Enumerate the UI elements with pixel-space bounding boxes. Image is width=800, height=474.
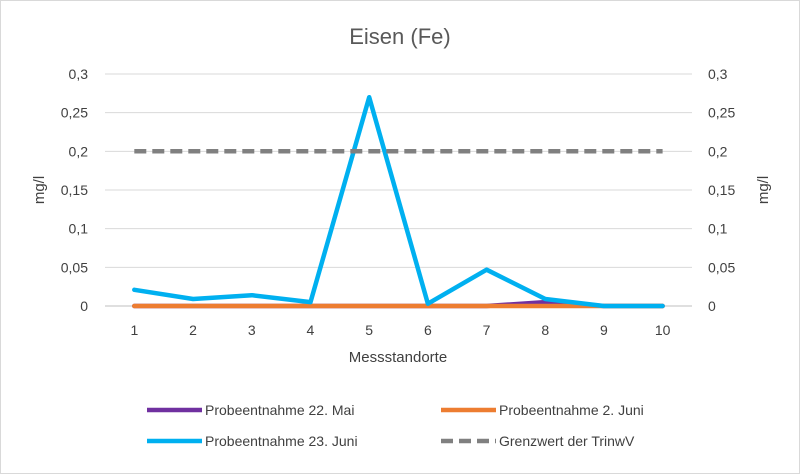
- y-tick-label-right: 0,3: [708, 66, 728, 82]
- y-tick-label-left: 0,2: [69, 143, 89, 159]
- x-axis-label: Messstandorte: [349, 349, 447, 366]
- x-tick-label: 2: [189, 322, 197, 338]
- series-lines: [132, 94, 665, 309]
- chart-title: Eisen (Fe): [349, 24, 450, 49]
- y-tick-label-right: 0: [708, 298, 716, 314]
- x-tick-label: 4: [307, 322, 315, 338]
- y-tick-label-left: 0,15: [61, 182, 88, 198]
- x-tick-label: 6: [424, 322, 432, 338]
- y-tick-label-left: 0,05: [61, 259, 88, 275]
- legend-label: Probeentnahme 23. Juni: [205, 433, 358, 449]
- x-tick-label: 1: [130, 322, 138, 338]
- y-axis-left-ticks: 0 0,05 0,1 0,15 0,2 0,25 0,3: [61, 66, 88, 314]
- series-line: [132, 94, 665, 309]
- y-tick-label-right: 0,15: [708, 182, 735, 198]
- x-tick-label: 8: [541, 322, 549, 338]
- y-tick-label-right: 0,2: [708, 143, 728, 159]
- x-axis-ticks: 1 2 3 4 5 6 7 8 9 10: [130, 322, 670, 338]
- gridlines: [105, 73, 692, 307]
- y-tick-label-right: 0,05: [708, 259, 735, 275]
- y-tick-label-left: 0,1: [69, 221, 89, 237]
- legend-label: Probeentnahme 2. Juni: [499, 402, 644, 418]
- x-tick-label: 3: [248, 322, 256, 338]
- y-axis-label-left: mg/l: [31, 176, 48, 204]
- x-tick-label: 7: [483, 322, 491, 338]
- y-tick-label-left: 0,25: [61, 105, 88, 121]
- y-axis-right-ticks: 0 0,05 0,1 0,15 0,2 0,25 0,3: [708, 66, 735, 314]
- legend: Probeentnahme 22. Mai Probeentnahme 2. Ju…: [147, 402, 644, 449]
- y-tick-label-left: 0,3: [69, 66, 89, 82]
- x-tick-label: 9: [600, 322, 608, 338]
- legend-label: Grenzwert der TrinwV: [499, 433, 635, 449]
- x-tick-label: 10: [655, 322, 671, 338]
- x-tick-label: 5: [365, 322, 373, 338]
- y-tick-label-left: 0: [80, 298, 88, 314]
- y-tick-label-right: 0,1: [708, 221, 728, 237]
- y-tick-label-right: 0,25: [708, 105, 735, 121]
- legend-label: Probeentnahme 22. Mai: [205, 402, 354, 418]
- y-axis-label-right: mg/l: [755, 176, 772, 204]
